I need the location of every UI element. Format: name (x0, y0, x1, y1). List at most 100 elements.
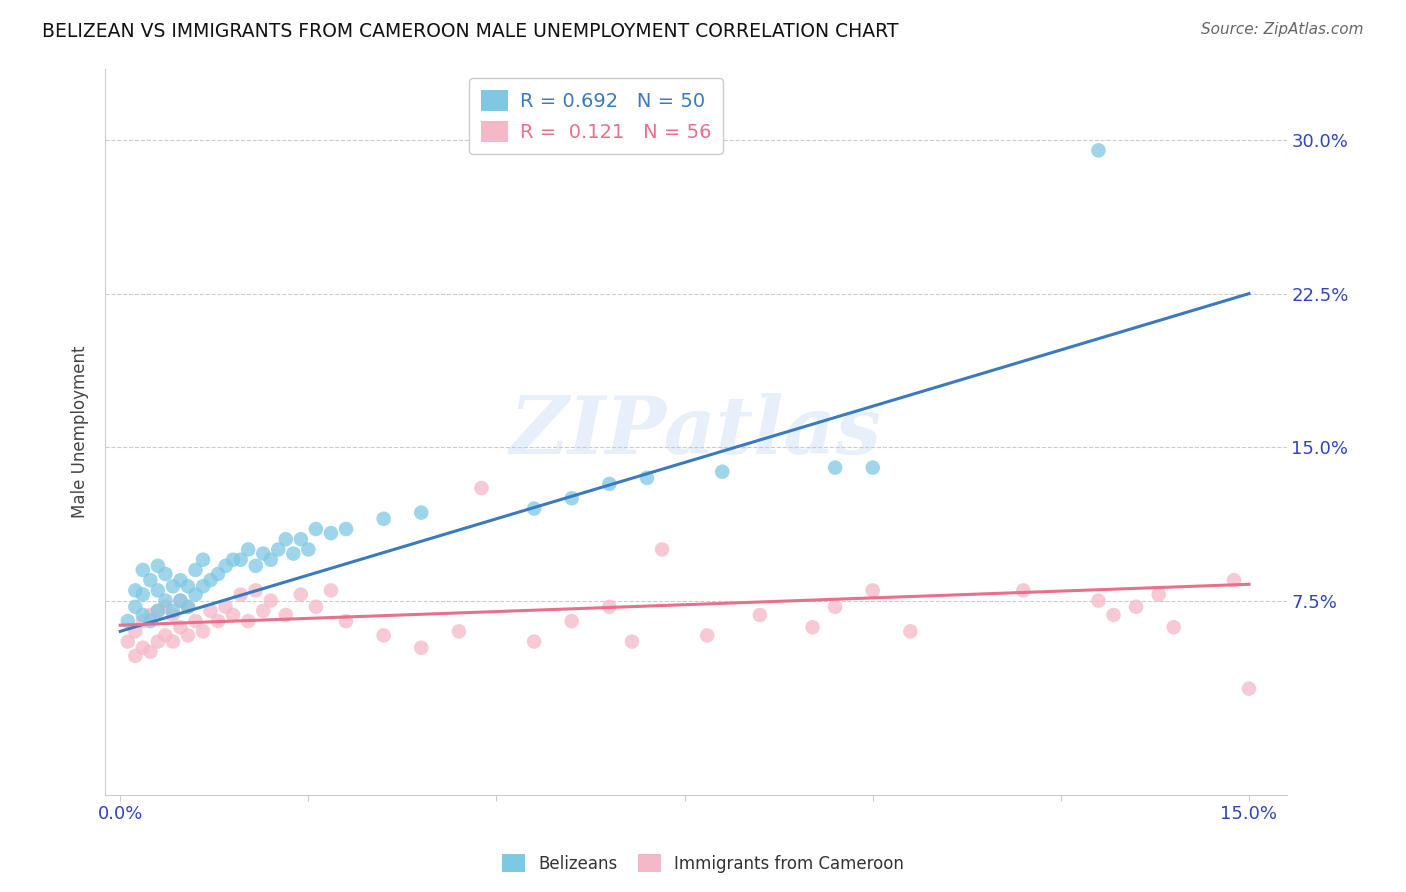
Point (162, 607, 184, 622)
Point (305, 599, 328, 614)
Point (222, 552, 245, 566)
Point (229, 552, 252, 566)
Point (184, 614, 207, 628)
Point (561, 614, 583, 628)
Point (184, 587, 207, 601)
Point (696, 628, 718, 642)
Point (124, 648, 146, 663)
Point (252, 604, 274, 618)
Point (146, 634, 169, 648)
Point (169, 620, 191, 634)
Point (146, 604, 169, 618)
Point (260, 552, 283, 566)
Point (1237, 681, 1260, 696)
Point (335, 522, 357, 536)
Point (162, 579, 184, 593)
Point (651, 542, 673, 557)
Point (598, 599, 620, 614)
Point (162, 604, 184, 618)
Point (117, 614, 139, 628)
Point (177, 628, 200, 642)
Point (260, 593, 283, 607)
Point (252, 547, 274, 561)
Legend: R = 0.692   N = 50, R =  0.121   N = 56: R = 0.692 N = 50, R = 0.121 N = 56 (470, 78, 723, 153)
Point (191, 624, 214, 639)
Point (155, 567, 177, 582)
Point (146, 558, 169, 573)
Point (245, 558, 267, 573)
Point (1012, 583, 1035, 598)
Point (200, 604, 222, 618)
Point (470, 481, 492, 495)
Point (191, 579, 214, 593)
Point (162, 634, 184, 648)
Text: ZIPatlas: ZIPatlas (510, 393, 882, 471)
Point (373, 628, 395, 642)
Point (229, 587, 252, 601)
Point (214, 599, 236, 614)
Point (283, 547, 305, 561)
Point (319, 583, 342, 598)
Point (447, 624, 470, 639)
Point (1147, 587, 1170, 601)
Point (146, 583, 169, 598)
Point (169, 593, 191, 607)
Point (222, 607, 245, 622)
Point (862, 583, 884, 598)
Point (139, 614, 162, 628)
Point (124, 583, 146, 598)
Point (335, 614, 357, 628)
Point (214, 558, 236, 573)
Point (267, 542, 290, 557)
Point (290, 587, 312, 601)
Point (117, 634, 139, 648)
Point (290, 533, 312, 547)
Point (139, 607, 162, 622)
Point (132, 587, 155, 601)
Point (132, 563, 155, 577)
Point (411, 506, 433, 520)
Point (598, 477, 620, 491)
Point (146, 604, 169, 618)
Point (411, 640, 433, 655)
Point (169, 573, 191, 587)
Point (177, 579, 200, 593)
Point (636, 471, 658, 485)
Point (1102, 607, 1125, 622)
Point (801, 620, 824, 634)
Point (155, 593, 177, 607)
Point (319, 526, 342, 541)
Point (245, 583, 267, 598)
Text: BELIZEAN VS IMMIGRANTS FROM CAMEROON MALE UNEMPLOYMENT CORRELATION CHART: BELIZEAN VS IMMIGRANTS FROM CAMEROON MAL… (42, 22, 898, 41)
Point (132, 640, 155, 655)
Point (274, 607, 297, 622)
Point (711, 465, 734, 479)
Point (898, 624, 921, 639)
Point (238, 614, 260, 628)
Point (207, 567, 229, 582)
Point (132, 607, 155, 622)
Point (1087, 593, 1109, 607)
Text: Source: ZipAtlas.com: Source: ZipAtlas.com (1201, 22, 1364, 37)
Point (824, 599, 846, 614)
Point (177, 599, 200, 614)
Y-axis label: Male Unemployment: Male Unemployment (72, 345, 89, 518)
Point (1223, 573, 1246, 587)
Point (139, 645, 162, 659)
Point (1125, 599, 1147, 614)
Point (207, 614, 229, 628)
Point (620, 634, 643, 648)
Legend: Belizeans, Immigrants from Cameroon: Belizeans, Immigrants from Cameroon (495, 847, 911, 880)
Point (132, 614, 155, 628)
Point (177, 599, 200, 614)
Point (124, 599, 146, 614)
Point (297, 542, 319, 557)
Point (155, 599, 177, 614)
Point (124, 624, 146, 639)
Point (824, 460, 846, 475)
Point (155, 628, 177, 642)
Point (1087, 144, 1109, 158)
Point (373, 512, 395, 526)
Point (191, 552, 214, 566)
Point (523, 634, 546, 648)
